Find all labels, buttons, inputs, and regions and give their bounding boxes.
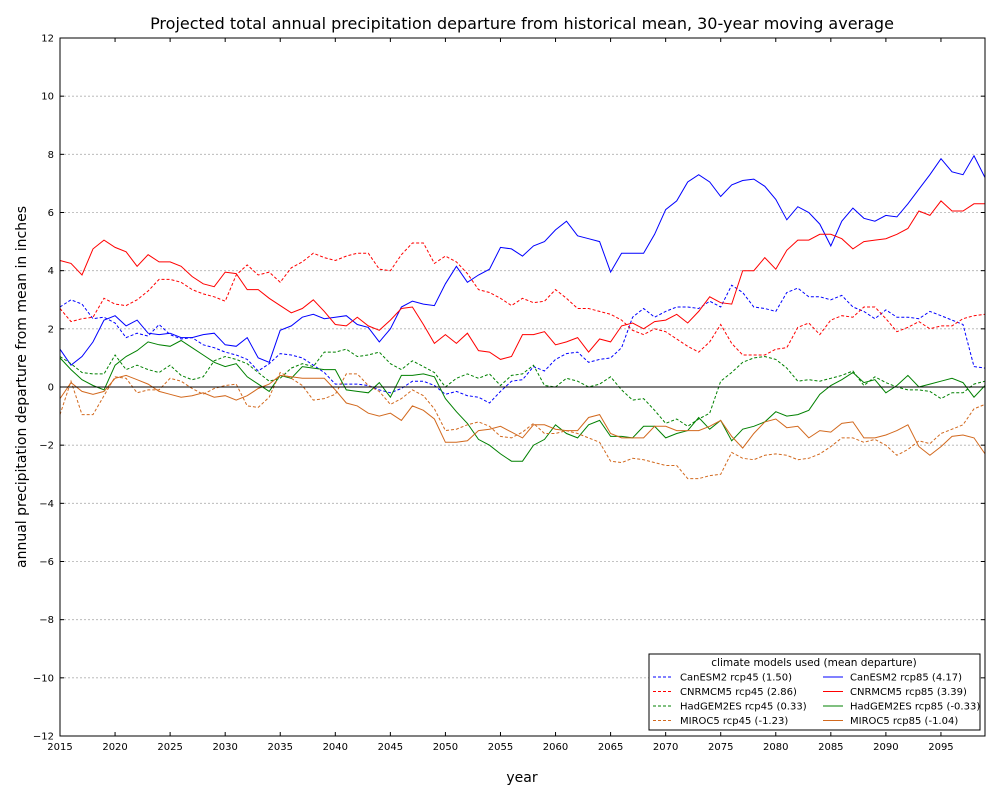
y-tick-label: −4 <box>39 499 54 510</box>
x-tick-label: 2085 <box>818 742 843 753</box>
x-tick-label: 2055 <box>488 742 513 753</box>
series-line-5 <box>59 339 986 462</box>
legend: climate models used (mean departure) Can… <box>648 653 981 731</box>
legend-label-0: CanESM2 rcp45 (1.50) <box>680 673 792 684</box>
x-tick-label: 2035 <box>268 742 293 753</box>
series-line-7 <box>59 374 986 456</box>
y-tick-label: −8 <box>39 615 54 626</box>
y-tick-label: 6 <box>48 208 54 219</box>
legend-label-7: MIROC5 rcp85 (-1.04) <box>850 716 958 727</box>
x-tick-label: 2065 <box>598 742 623 753</box>
y-tick-label: 10 <box>41 92 54 103</box>
series-line-3 <box>59 200 985 360</box>
x-tick-label: 2070 <box>653 742 678 753</box>
y-axis-label: annual precipitation departure from mean… <box>14 206 30 568</box>
legend-label-4: HadGEM2ES rcp45 (0.33) <box>680 702 807 713</box>
series-line-6 <box>59 371 986 480</box>
y-tick-label: 0 <box>48 383 54 394</box>
y-tick-label: 12 <box>41 34 54 45</box>
legend-label-6: MIROC5 rcp45 (-1.23) <box>680 716 788 727</box>
legend-label-3: CNRMCM5 rcp85 (3.39) <box>850 687 967 698</box>
x-tick-label: 2075 <box>708 742 733 753</box>
x-tick-label: 2090 <box>873 742 898 753</box>
legend-label-1: CanESM2 rcp85 (4.17) <box>850 673 962 684</box>
y-tick-label: −6 <box>39 557 54 568</box>
y-tick-label: 8 <box>48 150 54 161</box>
axes <box>59 37 986 737</box>
x-tick-label: 2060 <box>543 742 568 753</box>
y-tick-label: −12 <box>33 732 54 743</box>
x-tick-label: 2045 <box>378 742 403 753</box>
x-tick-label: 2025 <box>157 742 182 753</box>
series-line-2 <box>59 242 986 356</box>
x-tick-label: 2020 <box>102 742 127 753</box>
y-tick-label: −10 <box>33 673 54 684</box>
series-line-4 <box>59 348 986 427</box>
x-tick-label: 2095 <box>928 742 953 753</box>
series-group <box>59 154 986 480</box>
series-line-1 <box>59 154 986 366</box>
series-line-0 <box>59 284 986 404</box>
x-axis-label: year <box>506 770 537 786</box>
legend-box <box>648 653 981 731</box>
x-tick-label: 2015 <box>47 742 72 753</box>
x-tick-label: 2030 <box>212 742 237 753</box>
y-tick-label: −2 <box>39 441 54 452</box>
legend-title: climate models used (mean departure) <box>711 657 916 669</box>
y-tick-label: 2 <box>48 324 54 335</box>
y-tick-label: 4 <box>48 266 54 277</box>
tick-labels: 2015 2020 2025 2030 2035 2040 2045 2050 2055 2060… <box>33 34 954 754</box>
x-tick-label: 2040 <box>323 742 348 753</box>
legend-label-2: CNRMCM5 rcp45 (2.86) <box>680 687 797 698</box>
chart-title: Projected total annual precipitation dep… <box>150 14 894 33</box>
x-tick-label: 2080 <box>763 742 788 753</box>
x-tick-label: 2050 <box>433 742 458 753</box>
legend-label-5: HadGEM2ES rcp85 (-0.33) <box>850 702 980 713</box>
